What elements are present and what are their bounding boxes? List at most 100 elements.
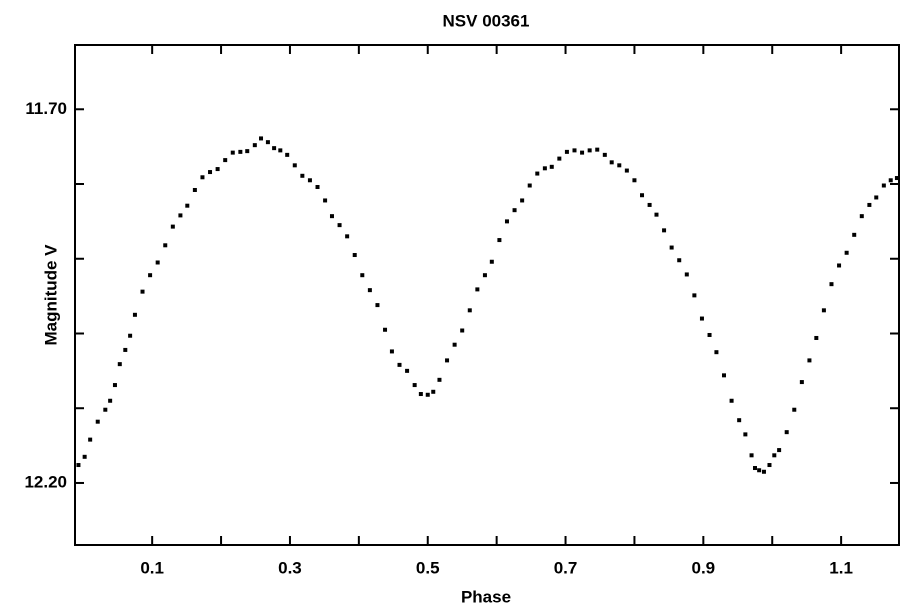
data-point <box>542 166 547 171</box>
x-tick-label: 0.3 <box>278 558 302 577</box>
data-point <box>123 347 128 352</box>
data-point <box>564 149 569 154</box>
x-axis-label: Phase <box>461 587 511 606</box>
data-point <box>829 282 834 287</box>
data-point <box>252 143 257 148</box>
data-point <box>467 308 472 313</box>
data-point <box>512 208 517 213</box>
chart-title: NSV 00361 <box>443 11 530 30</box>
data-point <box>482 273 487 278</box>
data-point <box>323 198 328 203</box>
data-point <box>452 342 457 347</box>
data-point <box>640 193 645 198</box>
data-point <box>230 150 235 155</box>
data-point <box>360 273 365 278</box>
data-point <box>761 469 766 474</box>
data-point <box>431 389 436 394</box>
data-point <box>285 152 290 157</box>
data-point <box>580 150 585 155</box>
data-point <box>418 392 423 397</box>
x-tick-label: 1.1 <box>829 558 853 577</box>
data-point <box>707 332 712 337</box>
data-point <box>185 203 190 208</box>
data-point <box>76 463 81 468</box>
data-point <box>859 214 864 219</box>
plot-frame <box>74 44 900 546</box>
data-point <box>520 198 525 203</box>
data-point <box>208 170 213 175</box>
data-point <box>389 349 394 354</box>
data-point <box>777 448 782 453</box>
data-point <box>737 418 742 423</box>
data-point <box>837 263 842 268</box>
data-point <box>799 380 804 385</box>
data-point <box>259 136 264 141</box>
data-point <box>155 260 160 265</box>
data-point <box>549 164 554 169</box>
data-point <box>753 466 758 471</box>
data-point <box>535 171 540 176</box>
data-point <box>329 214 334 219</box>
data-point <box>888 178 893 183</box>
data-point <box>684 272 689 277</box>
data-point <box>692 293 697 298</box>
data-point <box>437 377 442 382</box>
x-tick-label: 0.7 <box>554 558 578 577</box>
data-point <box>215 167 220 172</box>
data-point <box>527 183 532 188</box>
y-tick-label: 12.20 <box>24 472 67 491</box>
data-point <box>852 232 857 237</box>
data-point <box>352 253 357 258</box>
data-point <box>757 468 762 473</box>
data-point <box>677 258 682 263</box>
x-tick-label: 0.5 <box>416 558 440 577</box>
data-point <box>743 432 748 437</box>
data-point <box>609 160 614 165</box>
data-point <box>749 453 754 458</box>
y-tick-label: 11.70 <box>25 99 67 118</box>
data-point <box>178 213 183 218</box>
data-point <box>103 407 108 412</box>
data-point <box>821 308 826 313</box>
data-point <box>82 454 87 459</box>
data-point <box>587 148 592 153</box>
data-point <box>814 335 819 340</box>
data-point <box>315 185 320 190</box>
x-tick-label: 0.9 <box>692 558 716 577</box>
data-point <box>617 163 622 168</box>
data-point <box>117 362 122 367</box>
data-point <box>405 368 410 373</box>
y-axis-label: Magnitude V <box>41 244 60 346</box>
data-point <box>807 358 812 363</box>
data-point <box>163 243 168 248</box>
data-point <box>425 392 430 397</box>
data-point <box>475 287 480 292</box>
data-point <box>669 245 674 250</box>
data-point <box>397 362 402 367</box>
data-point <box>367 288 372 293</box>
data-point <box>192 187 197 192</box>
data-point <box>383 327 388 332</box>
data-point <box>375 303 380 308</box>
data-point <box>128 333 133 338</box>
data-point <box>170 224 175 229</box>
data-point <box>662 228 667 233</box>
data-point <box>647 202 652 207</box>
data-point <box>489 259 494 264</box>
data-point <box>272 146 277 151</box>
data-point <box>292 163 297 168</box>
data-point <box>699 316 704 321</box>
data-point <box>881 183 886 188</box>
data-point <box>238 149 243 154</box>
data-point <box>112 383 117 388</box>
data-point <box>300 173 305 178</box>
data-point <box>714 350 719 355</box>
data-point <box>729 398 734 403</box>
data-point <box>595 147 600 152</box>
data-point <box>772 453 777 458</box>
data-point <box>792 407 797 412</box>
data-point <box>412 383 417 388</box>
data-point <box>345 234 350 239</box>
data-point <box>200 175 205 180</box>
